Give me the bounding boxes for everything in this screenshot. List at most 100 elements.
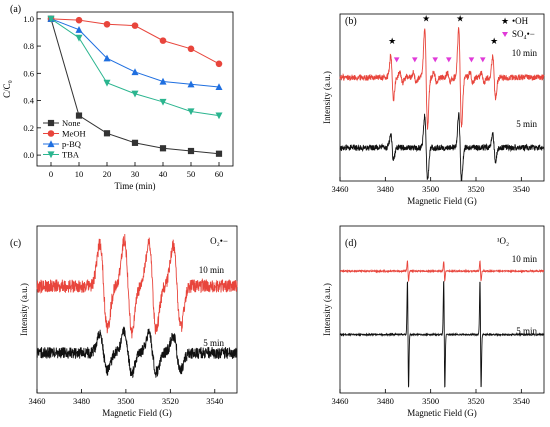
x-tick-label: 3500 (422, 184, 439, 194)
panel-a-time-course: 0 10 20 30 40 50 60 0.0 0.2 0.4 0.6 0.8 1.0 Time (min… (2, 4, 234, 191)
data-point (131, 139, 139, 146)
y-axis-label: Intensity (a.u.) (322, 283, 332, 336)
so4-triangle-marker (468, 57, 475, 63)
legend-entry: MeOH (43, 129, 86, 139)
legend-marker (47, 130, 55, 137)
y-tick-label: 0.0 (23, 150, 34, 160)
panel-b-epr-oh-so4: 3460 3480 3500 3520 3540 Magnetic Field (G) In… (322, 13, 545, 206)
data-point (159, 37, 167, 44)
series-line (50, 18, 220, 117)
oh-star-marker: ★ (422, 13, 430, 23)
x-tick-label: 3480 (73, 396, 90, 406)
x-tick-label: 30 (131, 169, 140, 179)
plot-frame (339, 225, 545, 394)
data-point (103, 130, 111, 137)
x-tick-label: 10 (75, 169, 84, 179)
data-point (187, 147, 195, 155)
data-point (215, 112, 223, 120)
panel-c-epr-superoxide: 3460 3480 3500 3520 3540 Magnetic Field (G) In… (10, 225, 238, 418)
y-axis-label: Intensity (a.u.) (322, 71, 332, 124)
x-tick-label: 3540 (206, 396, 223, 406)
legend-label: MeOH (62, 129, 86, 139)
legend-entry: None (43, 118, 81, 128)
x-tick-label: 3460 (29, 396, 46, 406)
data-point (159, 77, 167, 85)
plot-frame (36, 225, 238, 394)
panel-label: (d) (345, 238, 357, 249)
spectrum-line (339, 27, 545, 130)
data-point (103, 54, 111, 62)
spectrum-line (339, 112, 545, 182)
panel-label: (b) (345, 16, 357, 27)
singlet-oxygen-label: ¹O₂ (497, 236, 509, 246)
x-tick-label: 50 (187, 169, 196, 179)
x-tick-label: 3480 (377, 396, 394, 406)
data-point (159, 98, 167, 106)
legend-label: TBA (62, 150, 80, 160)
legend-entry: p-BQ (43, 139, 81, 149)
data-point (47, 15, 55, 23)
superoxide-label: O₂•− (210, 236, 228, 246)
so4-triangle-marker (432, 57, 438, 63)
x-tick-label: 3520 (468, 184, 485, 194)
series-5-min: 5 min (339, 112, 545, 182)
data-point (131, 22, 139, 29)
data-point (103, 79, 111, 87)
data-point (187, 108, 195, 116)
x-axis-label: Magnetic Field (G) (102, 408, 171, 418)
x-tick-label: 3460 (332, 184, 349, 194)
data-point (75, 34, 83, 42)
x-axis-label: Magnetic Field (G) (407, 408, 476, 418)
data-point (75, 16, 83, 24)
oh-legend-star: ★ (501, 16, 509, 26)
legend-marker (47, 140, 55, 148)
legend-label: p-BQ (62, 139, 81, 149)
oh-legend-label: •OH (512, 16, 529, 26)
data-point (159, 145, 167, 152)
x-tick-label: 3520 (162, 396, 179, 406)
legend-entry: TBA (43, 150, 80, 160)
x-tick-label: 3500 (117, 396, 134, 406)
data-point (131, 90, 139, 98)
so4-triangle-marker (412, 57, 418, 63)
data-point (103, 20, 111, 28)
data-point (75, 26, 83, 33)
x-tick-label: 3460 (332, 396, 349, 406)
series-label: 5 min (516, 119, 537, 129)
series-10-min: 10 min (36, 233, 238, 339)
x-tick-label: 60 (215, 169, 224, 179)
x-axis-label: Magnetic Field (G) (407, 196, 476, 206)
so4-legend-label: SO₄•− (512, 29, 535, 39)
x-tick-label: 3540 (513, 184, 530, 194)
series-5-min: 5 min (339, 280, 545, 388)
oh-star-marker: ★ (490, 36, 498, 46)
x-tick-label: 0 (49, 169, 53, 179)
spectrum-line (339, 280, 545, 388)
legend-label: None (62, 118, 81, 128)
spectrum-line (36, 326, 238, 379)
data-point (131, 68, 139, 76)
y-axis-label: C/C₀ (2, 80, 12, 98)
y-tick-label: 0.4 (23, 96, 34, 106)
series-5-min: 5 min (36, 326, 238, 379)
series-tba (47, 15, 223, 120)
data-point (75, 112, 83, 119)
legend-marker (47, 151, 55, 159)
series-p-bq (47, 15, 223, 91)
spectrum-line (339, 260, 545, 283)
data-point (187, 45, 195, 53)
series-label: 5 min (516, 326, 537, 336)
series-meoh (47, 15, 223, 68)
data-point (215, 150, 223, 157)
series-label: 5 min (203, 338, 224, 348)
so4-legend-triangle (502, 32, 508, 37)
data-point (187, 80, 195, 88)
x-tick-label: 20 (103, 169, 112, 179)
y-axis-label: Intensity (a.u.) (19, 283, 29, 336)
data-point (215, 60, 223, 68)
y-tick-label: 1.0 (23, 14, 34, 24)
oh-star-marker: ★ (388, 36, 396, 46)
series-10-min: 10 min (339, 27, 545, 130)
panel-label: (a) (10, 4, 21, 15)
